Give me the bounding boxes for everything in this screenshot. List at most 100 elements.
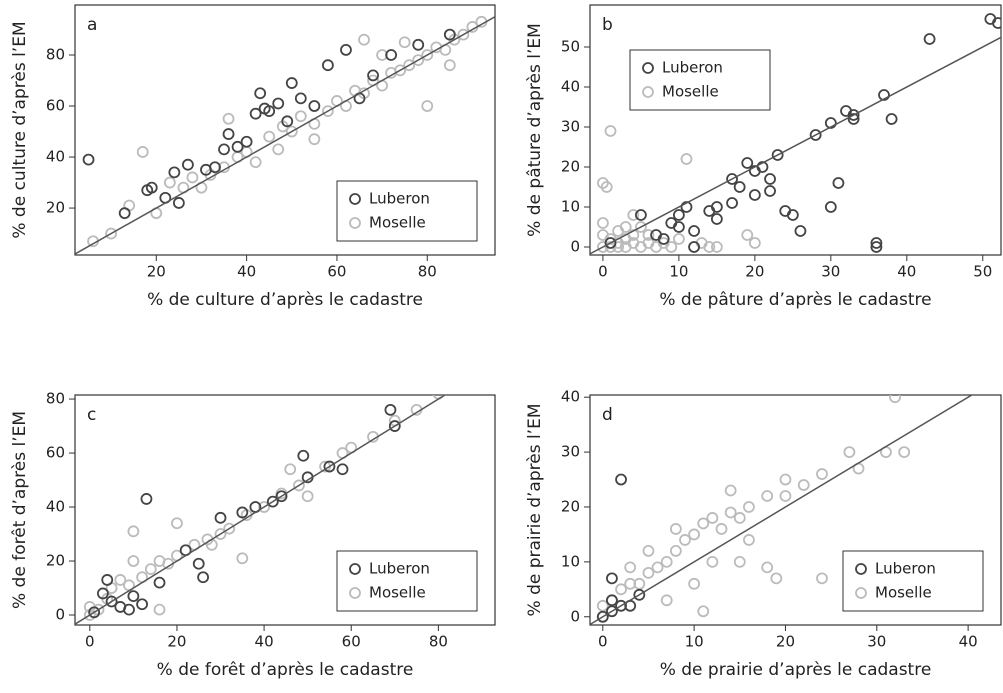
legend-label: Luberon — [875, 560, 936, 578]
point — [272, 97, 285, 110]
x-tick-label: 80 — [429, 633, 448, 651]
point — [672, 221, 685, 233]
y-tick-label: 60 — [46, 97, 65, 115]
x-axis-label: % de prairie d’après le cadastre — [660, 660, 932, 680]
point — [809, 129, 822, 141]
point — [114, 574, 127, 586]
point — [604, 237, 617, 249]
point — [604, 241, 617, 253]
point — [726, 173, 738, 185]
x-tick-label: 50 — [973, 263, 992, 281]
point — [144, 563, 157, 576]
point — [615, 473, 627, 486]
y-tick-label: 0 — [55, 606, 65, 624]
points — [590, 13, 1001, 255]
point — [633, 588, 646, 601]
point — [153, 603, 166, 616]
x-tick-label: 0 — [598, 263, 608, 281]
point — [743, 501, 755, 513]
point — [770, 572, 783, 585]
point — [761, 490, 774, 502]
point — [96, 587, 109, 600]
y-tick-label: 10 — [561, 552, 580, 570]
y-axis-label: % de pâture d’après l’EM — [525, 23, 545, 237]
point — [596, 610, 609, 623]
x-tick-label: 80 — [418, 263, 437, 281]
point — [706, 512, 719, 524]
point — [724, 484, 737, 497]
x-tick-label: 20 — [776, 633, 795, 651]
point — [878, 89, 890, 101]
point — [214, 528, 227, 540]
identity-line — [75, 395, 447, 625]
point — [824, 117, 837, 129]
point — [153, 576, 166, 589]
point — [308, 133, 321, 146]
point — [294, 92, 307, 105]
y-tick-label: 40 — [46, 498, 65, 516]
point — [136, 598, 148, 611]
point — [457, 28, 470, 41]
legend-box — [336, 180, 478, 242]
x-tick-label: 20 — [147, 263, 166, 281]
point — [651, 561, 664, 574]
point — [412, 38, 425, 51]
y-tick-label: 80 — [46, 46, 65, 64]
point — [642, 566, 655, 579]
point — [669, 523, 682, 535]
point — [870, 241, 883, 253]
point — [606, 594, 618, 607]
panel-label: a — [87, 15, 97, 35]
point — [272, 143, 285, 156]
point — [596, 599, 609, 612]
panel-label: b — [602, 15, 613, 35]
point — [688, 241, 700, 253]
identity-line — [75, 15, 495, 255]
point — [105, 595, 118, 608]
point — [748, 189, 761, 201]
identity-line — [590, 36, 1001, 255]
point — [223, 522, 236, 535]
point — [394, 64, 407, 77]
x-tick-label: 20 — [745, 263, 764, 281]
point — [136, 146, 149, 158]
point — [118, 207, 131, 220]
point — [451, 383, 461, 393]
point — [688, 577, 701, 590]
point — [764, 173, 776, 185]
point — [741, 157, 754, 169]
x-tick-label: 60 — [327, 263, 346, 281]
legend-box — [842, 550, 984, 612]
x-axis-label: % de forêt d’après le cadastre — [157, 660, 414, 680]
y-axis-label: % de prairie d’après l’EM — [525, 404, 545, 617]
point — [222, 128, 235, 140]
y-tick-label: 0 — [570, 607, 580, 625]
y-tick-label: 40 — [46, 148, 65, 166]
point — [660, 555, 673, 568]
point — [275, 490, 288, 503]
point — [258, 501, 270, 513]
y-tick-label: 30 — [561, 443, 580, 461]
point — [105, 227, 118, 240]
legend-label: Moselle — [875, 584, 932, 602]
point — [680, 153, 693, 165]
legend-label: Moselle — [369, 584, 426, 602]
y-axis-label: % de forêt d’après l’EM — [10, 411, 30, 609]
point — [710, 241, 723, 253]
legend-label: Luberon — [369, 560, 430, 578]
y-tick-label: 0 — [570, 238, 580, 256]
point — [627, 229, 640, 241]
identity-line — [590, 395, 974, 625]
point — [308, 100, 321, 112]
point — [388, 420, 401, 432]
point — [847, 109, 860, 121]
point — [464, 378, 474, 388]
point — [266, 495, 279, 508]
x-tick-label: 10 — [685, 633, 704, 651]
point — [336, 463, 349, 476]
point — [624, 561, 637, 574]
point — [923, 33, 936, 45]
point — [981, 381, 991, 391]
x-tick-label: 40 — [237, 263, 256, 281]
legend-marker — [855, 563, 867, 575]
